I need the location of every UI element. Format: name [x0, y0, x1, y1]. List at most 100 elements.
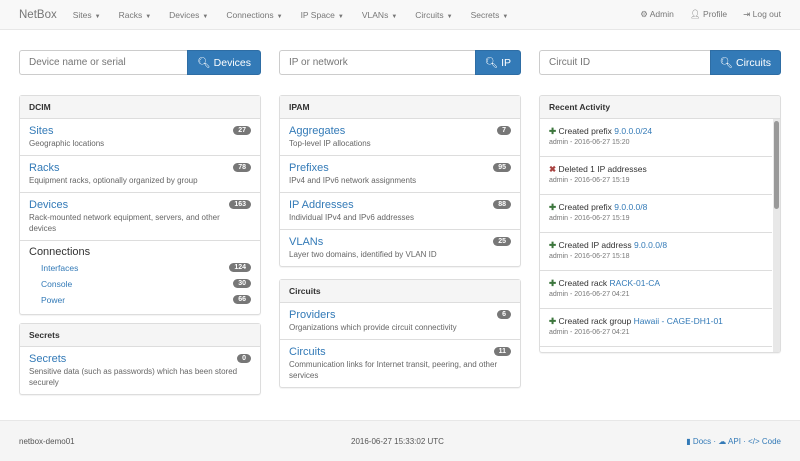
nav-menu-secrets[interactable]: Secrets ▼: [471, 10, 509, 20]
caret-down-icon: ▼: [276, 13, 283, 20]
circuit-search-input[interactable]: [539, 50, 710, 75]
count-badge: 88: [493, 200, 511, 209]
device-search-input[interactable]: [19, 50, 188, 75]
activity-item: ✎ Modified device type Dell PowerEdge R6…: [540, 346, 772, 352]
device-button-label: Devices: [213, 57, 251, 69]
nav-menu-sites[interactable]: Sites ▼: [73, 10, 101, 20]
count-badge: 163: [229, 200, 251, 209]
activity-link[interactable]: Hawaii - CAGE-DH1-01: [633, 316, 723, 326]
count-badge: 6: [497, 310, 511, 319]
connection-link[interactable]: Interfaces: [41, 263, 79, 273]
item-link[interactable]: IP Addresses: [289, 199, 354, 211]
nav-menu-devices[interactable]: Devices ▼: [169, 10, 208, 20]
ipam-panel: IPAM Aggregates Top-level IP allocations 7…: [279, 95, 521, 267]
remove-icon: ✖: [549, 164, 557, 174]
scrollbar-thumb[interactable]: [774, 121, 779, 209]
logout-label: Log out: [752, 9, 781, 19]
activity-meta: admin - 2016-06-27 04:21: [549, 329, 630, 336]
ip-button-label: IP: [501, 57, 511, 69]
list-item: Devices Rack-mounted network equipment, s…: [20, 192, 260, 240]
profile-link[interactable]: 👤︎ Profile: [690, 9, 727, 20]
nav-menu-racks[interactable]: Racks ▼: [119, 10, 152, 20]
item-link[interactable]: Circuits: [289, 346, 326, 358]
nav-menu-vlans[interactable]: VLANs ▼: [362, 10, 397, 20]
item-description: Communication links for Internet transit…: [289, 360, 498, 380]
nav-menu-label: Sites: [72, 9, 92, 20]
caret-down-icon: ▼: [145, 13, 152, 20]
nav-menu-connections[interactable]: Connections ▼: [226, 10, 282, 20]
count-badge: 25: [493, 237, 511, 246]
plus-icon: ✚: [549, 278, 557, 288]
activity-scroll-area[interactable]: ✚ Created prefix 9.0.0.0/24 admin - 2016-…: [540, 119, 780, 352]
nav-menu-circuits[interactable]: Circuits ▼: [415, 10, 452, 20]
activity-meta: admin - 2016-06-27 15:18: [549, 253, 630, 260]
footer: netbox-demo01 2016-06-27 15:33:02 UTC ▮ …: [0, 420, 800, 461]
gear-icon: ⚙: [640, 9, 648, 19]
device-search-button[interactable]: 🔍︎ Devices: [187, 50, 261, 75]
scrollbar-track[interactable]: [773, 119, 780, 352]
cloud-icon: ☁: [718, 436, 727, 446]
count-badge: 95: [493, 163, 511, 172]
plus-icon: ✚: [549, 316, 557, 326]
search-icon: 🔍︎: [197, 57, 211, 69]
item-link[interactable]: Racks: [29, 162, 60, 174]
admin-link[interactable]: ⚙ Admin: [640, 9, 674, 20]
item-link[interactable]: Secrets: [29, 353, 67, 365]
item-link[interactable]: Devices: [29, 199, 69, 211]
count-badge: 78: [233, 163, 251, 172]
dcim-panel: DCIM Sites Geographic locations 27 Racks Equ…: [19, 95, 261, 315]
nav-menu-label: VLANs: [361, 9, 389, 20]
nav-menu-ip-space[interactable]: IP Space ▼: [301, 10, 344, 20]
code-link[interactable]: Code: [761, 436, 781, 446]
connections-group: Connections Interfaces 124 Console 30 Power 6…: [20, 240, 260, 314]
item-description: Organizations which provide circuit conn…: [289, 323, 457, 332]
item-link[interactable]: Sites: [29, 125, 54, 137]
activity-link[interactable]: RACK-01-CA: [609, 278, 661, 288]
nav-menu-label: Racks: [118, 9, 143, 20]
secrets-panel-title: Secrets: [20, 324, 260, 347]
list-item: Secrets Sensitive data (such as passwords…: [20, 347, 260, 394]
item-description: Individual IPv4 and IPv6 addresses: [289, 213, 414, 222]
activity-item: ✚ Created rack group Hawaii - CAGE-DH1-0…: [540, 308, 772, 346]
recent-activity-title: Recent Activity: [540, 96, 780, 119]
item-link[interactable]: VLANs: [289, 236, 324, 248]
user-icon: 👤︎: [689, 9, 701, 19]
book-icon: ▮: [686, 436, 691, 446]
count-badge: 7: [497, 126, 511, 135]
activity-item: ✚ Created prefix 9.0.0.0/24 admin - 2016-…: [540, 119, 772, 156]
item-description: Equipment racks, optionally organized by…: [29, 176, 198, 185]
circuit-search-button[interactable]: 🔍︎ Circuits: [709, 50, 781, 75]
api-link[interactable]: API: [728, 436, 741, 446]
ip-search: 🔍︎ IP: [279, 50, 521, 75]
activity-link[interactable]: 9.0.0.0/24: [614, 126, 653, 136]
activity-item: ✖ Deleted 1 IP addresses admin - 2016-06…: [540, 156, 772, 194]
plus-icon: ✚: [549, 126, 557, 136]
brand-logo[interactable]: NetBox: [19, 8, 57, 21]
activity-text: Created rack group: [558, 316, 632, 326]
nav-menu-label: Connections: [226, 9, 274, 20]
recent-activity-panel: Recent Activity ✚ Created prefix 9.0.0.0…: [539, 95, 781, 353]
activity-item: ✚ Created prefix 9.0.0.0/8 admin - 2016-0…: [540, 194, 772, 232]
item-link[interactable]: Prefixes: [289, 162, 329, 174]
connection-link[interactable]: Console: [41, 279, 73, 289]
list-item: Sites Geographic locations 27: [20, 119, 260, 155]
logout-link[interactable]: ⇥ Log out: [743, 9, 781, 20]
list-item: Racks Equipment racks, optionally organiz…: [20, 155, 260, 192]
ipam-panel-title: IPAM: [280, 96, 520, 119]
item-link[interactable]: Aggregates: [289, 125, 346, 137]
activity-link[interactable]: 9.0.0.0/8: [614, 202, 648, 212]
item-description: Sensitive data (such as passwords) which…: [29, 367, 238, 387]
dcim-panel-title: DCIM: [20, 96, 260, 119]
item-description: Top-level IP allocations: [289, 139, 371, 148]
ip-search-button[interactable]: 🔍︎ IP: [474, 50, 521, 75]
item-description: Layer two domains, identified by VLAN ID: [289, 250, 437, 259]
activity-text: Created rack: [558, 278, 608, 288]
activity-link[interactable]: 9.0.0.0/8: [633, 240, 668, 250]
item-link[interactable]: Providers: [289, 309, 336, 321]
ip-search-input[interactable]: [279, 50, 475, 75]
plus-icon: ✚: [549, 240, 557, 250]
connection-link[interactable]: Power: [41, 295, 66, 305]
caret-down-icon: ▼: [502, 13, 509, 20]
docs-link[interactable]: Docs: [692, 436, 712, 446]
list-item: Aggregates Top-level IP allocations 7: [280, 119, 520, 155]
